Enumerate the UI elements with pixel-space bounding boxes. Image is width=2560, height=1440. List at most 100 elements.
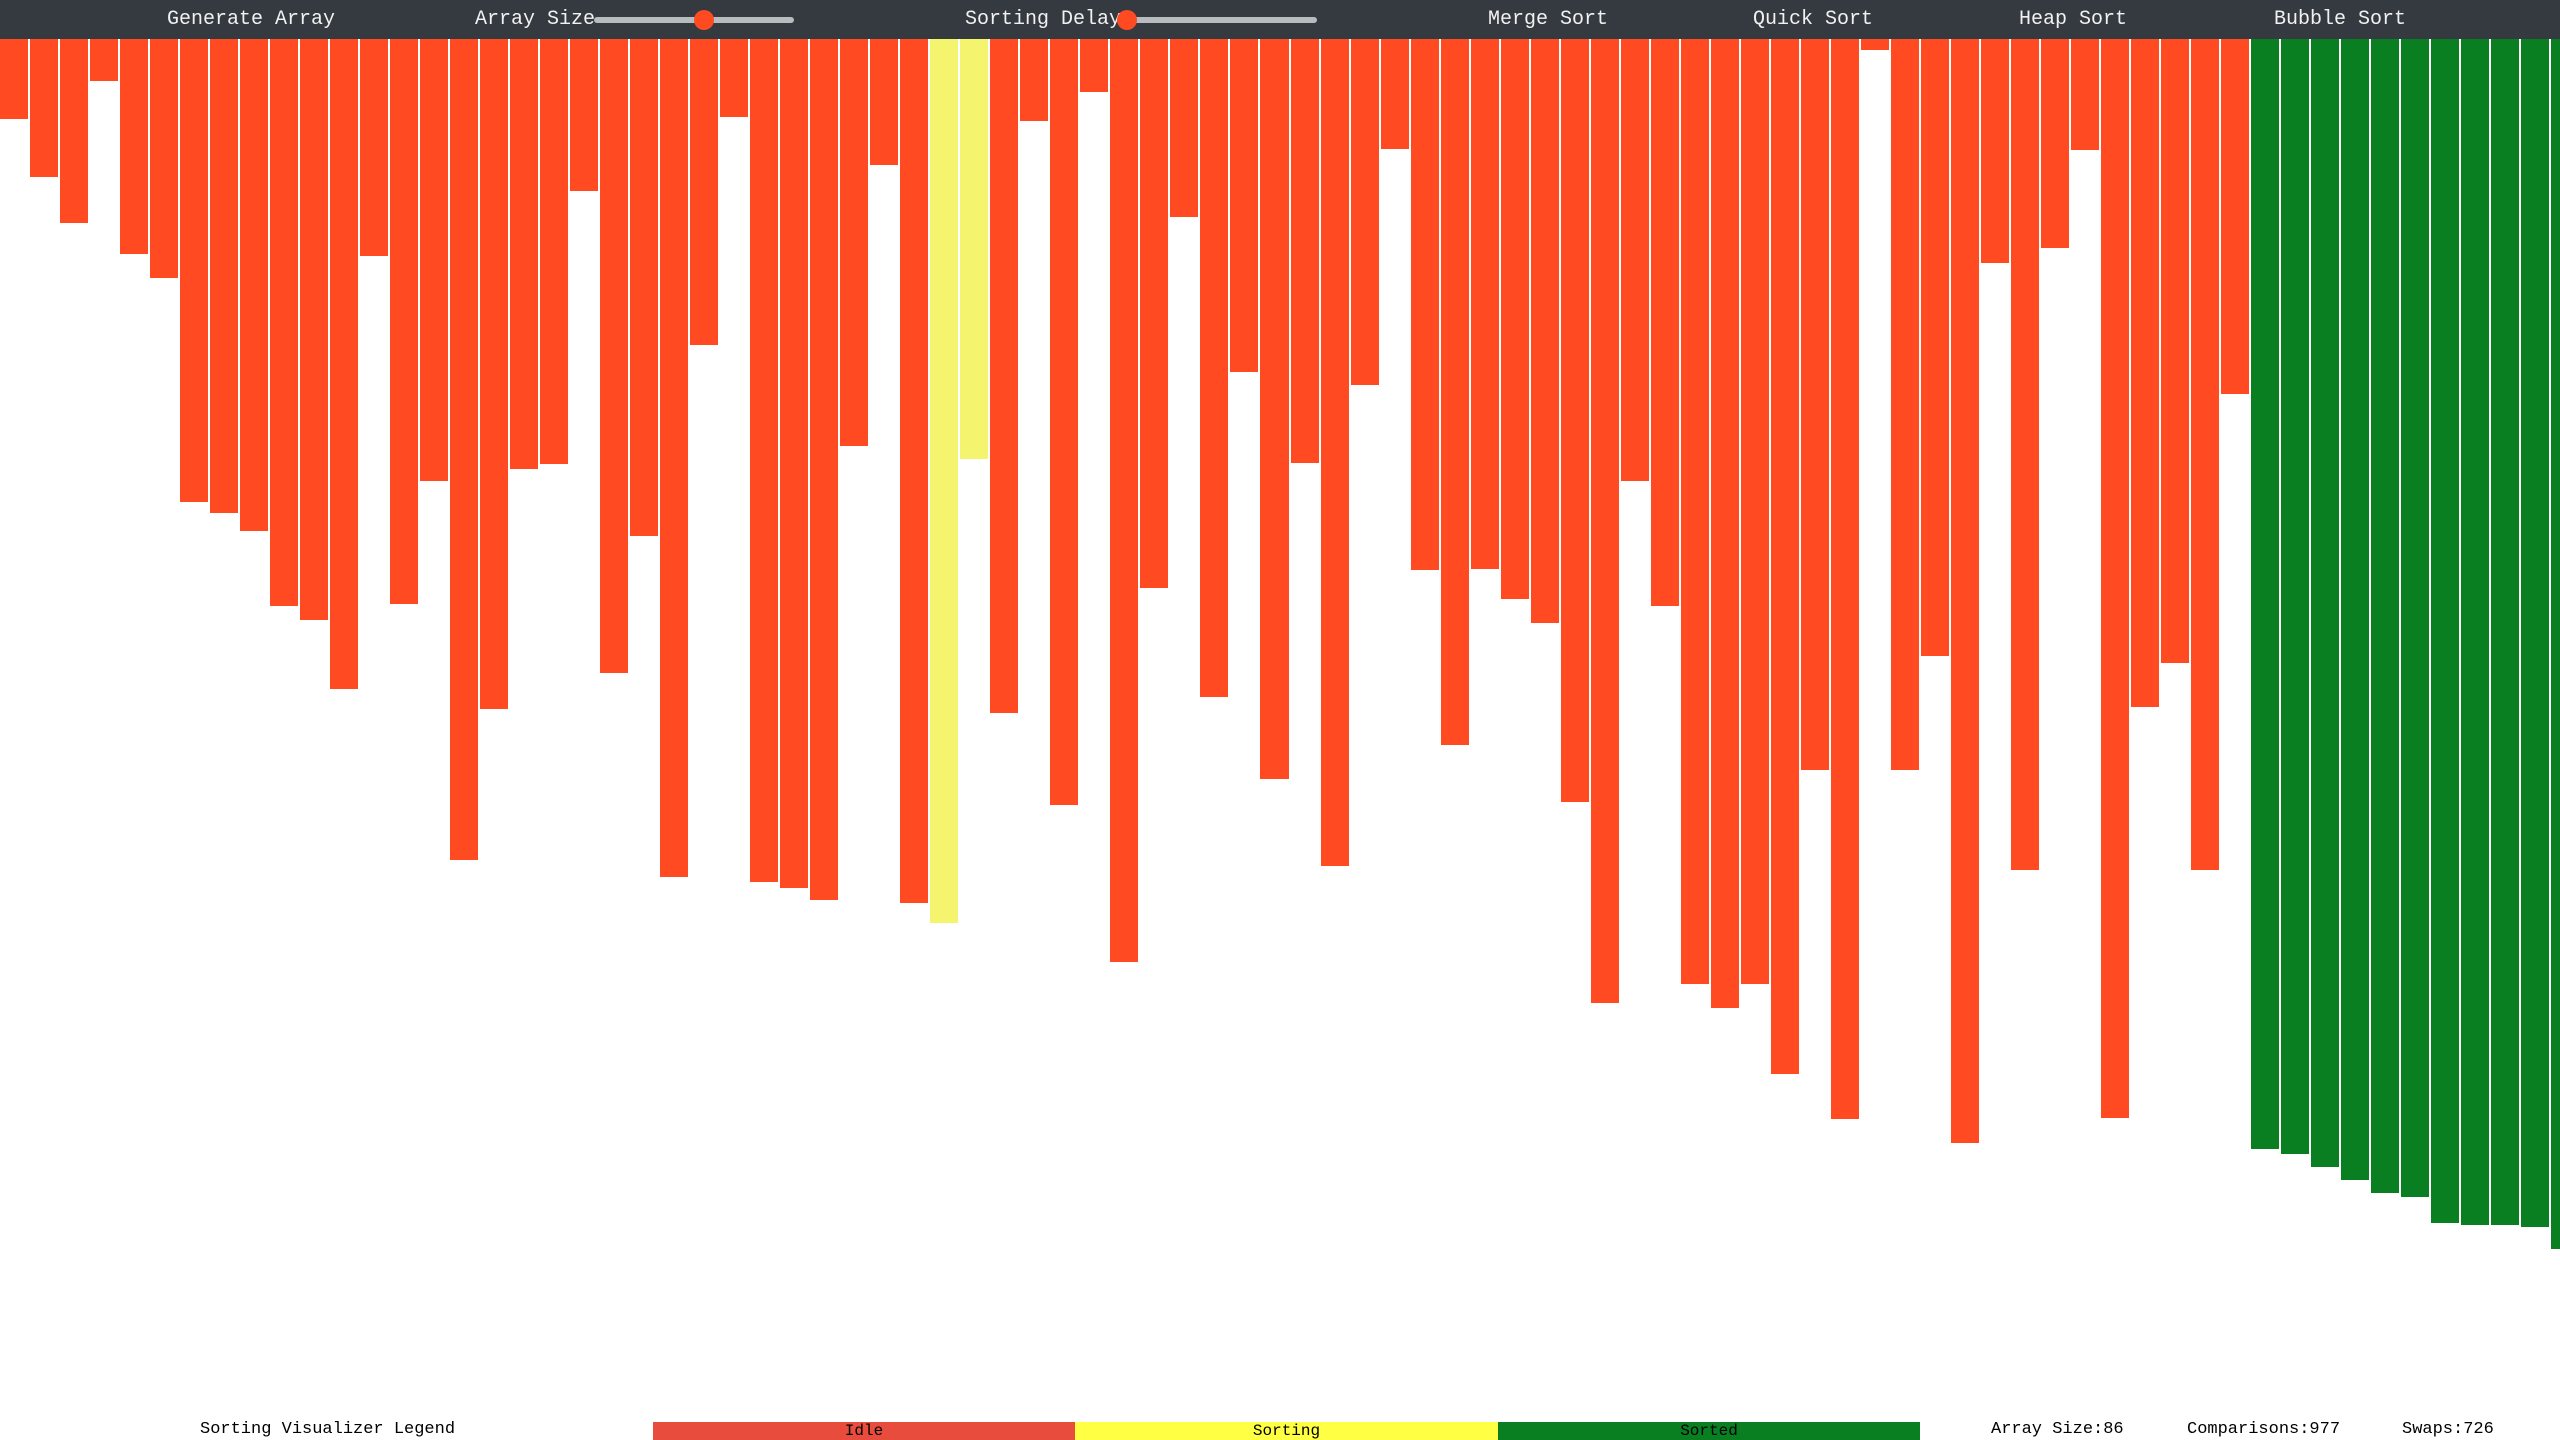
array-bar	[630, 39, 658, 536]
array-bar	[1891, 39, 1919, 770]
array-bar	[1951, 39, 1979, 1143]
array-bar	[2071, 39, 2099, 150]
array-bar	[0, 39, 28, 119]
array-bar	[1831, 39, 1859, 1119]
array-bar	[1621, 39, 1649, 481]
array-bar	[90, 39, 118, 81]
array-bar	[1921, 39, 1949, 656]
array-bar	[2311, 39, 2339, 1167]
array-size-stat: Array Size:86	[1991, 1420, 2124, 1439]
array-bar	[450, 39, 478, 860]
array-bar	[2041, 39, 2069, 248]
array-bar	[1711, 39, 1739, 1008]
array-bar	[930, 39, 958, 923]
array-bar	[2011, 39, 2039, 870]
array-bar	[2551, 39, 2560, 1249]
array-bar	[1471, 39, 1499, 569]
array-bar	[1741, 39, 1769, 984]
array-bar	[1170, 39, 1198, 217]
array-bar	[1080, 39, 1108, 92]
array-bar	[2221, 39, 2249, 394]
comparisons-stat: Comparisons:977	[2187, 1420, 2341, 1439]
array-bar	[180, 39, 208, 502]
array-bar	[2341, 39, 2369, 1180]
array-bars	[0, 39, 2560, 1419]
array-size-label: Array Size	[475, 8, 596, 31]
array-bar	[510, 39, 538, 469]
array-bar	[420, 39, 448, 481]
array-bar	[570, 39, 598, 191]
array-bar	[2161, 39, 2189, 663]
swaps-stat: Swaps:726	[2402, 1420, 2494, 1439]
legend-sorting-swatch: Sorting	[1075, 1422, 1498, 1440]
array-bar	[1351, 39, 1379, 385]
array-bar	[780, 39, 808, 888]
array-bar	[2491, 39, 2519, 1225]
array-bar	[1501, 39, 1529, 599]
array-bar	[1230, 39, 1258, 372]
array-bar	[1140, 39, 1168, 588]
array-bar	[2281, 39, 2309, 1154]
array-bar	[2401, 39, 2429, 1197]
array-bar	[2371, 39, 2399, 1193]
array-bar	[2131, 39, 2159, 707]
array-bar	[1651, 39, 1679, 606]
array-bar	[300, 39, 328, 620]
array-bar	[1531, 39, 1559, 623]
array-bar	[270, 39, 298, 606]
array-bar	[1771, 39, 1799, 1074]
array-bar	[390, 39, 418, 604]
array-bar	[840, 39, 868, 446]
merge-sort-button[interactable]: Merge Sort	[1488, 8, 1609, 31]
array-bar	[1110, 39, 1138, 962]
navbar: Generate Array Array Size Sorting Delay …	[0, 0, 2560, 39]
array-bar	[1050, 39, 1078, 805]
sorting-delay-slider[interactable]	[1117, 10, 1317, 30]
array-bar	[1291, 39, 1319, 463]
array-bar	[2461, 39, 2489, 1225]
legend-idle-swatch: Idle	[653, 1422, 1075, 1440]
array-bar	[480, 39, 508, 709]
heap-sort-button[interactable]: Heap Sort	[2019, 8, 2128, 31]
legend-sorted-swatch: Sorted	[1498, 1422, 1920, 1440]
generate-array-button[interactable]: Generate Array	[167, 8, 336, 31]
sorting-delay-label: Sorting Delay	[965, 8, 1122, 31]
array-bar	[1861, 39, 1889, 50]
array-bar	[1591, 39, 1619, 1003]
legend-title: Sorting Visualizer Legend	[200, 1420, 456, 1439]
array-bar	[30, 39, 58, 177]
array-bar	[900, 39, 928, 903]
array-bar	[870, 39, 898, 165]
array-bar	[2251, 39, 2279, 1149]
array-bar	[1260, 39, 1289, 779]
array-bar	[60, 39, 88, 223]
array-size-slider-thumb[interactable]	[694, 10, 714, 30]
legend: Sorting Visualizer Legend Idle Sorting S…	[0, 1420, 2560, 1440]
array-bar	[2521, 39, 2549, 1227]
array-bar	[1441, 39, 1469, 745]
array-bar	[120, 39, 148, 254]
array-bar	[1381, 39, 1409, 149]
sorting-delay-slider-thumb[interactable]	[1117, 10, 1137, 30]
quick-sort-button[interactable]: Quick Sort	[1753, 8, 1874, 31]
array-size-slider[interactable]	[594, 10, 794, 30]
array-bar	[1981, 39, 2009, 263]
array-bar	[1321, 39, 1349, 866]
array-bar	[690, 39, 718, 345]
array-bar	[150, 39, 178, 278]
array-bar	[240, 39, 268, 531]
array-bar	[540, 39, 568, 464]
array-bar	[1411, 39, 1439, 570]
array-bar	[1020, 39, 1048, 121]
array-bar	[210, 39, 238, 513]
array-bar	[960, 39, 988, 459]
array-bar	[360, 39, 388, 256]
array-bar	[1801, 39, 1829, 770]
array-bar	[2191, 39, 2219, 870]
bubble-sort-button[interactable]: Bubble Sort	[2274, 8, 2407, 31]
array-bar	[330, 39, 358, 689]
array-bar	[600, 39, 628, 673]
array-bar	[1200, 39, 1228, 697]
array-bar	[660, 39, 688, 877]
array-bar	[720, 39, 748, 117]
